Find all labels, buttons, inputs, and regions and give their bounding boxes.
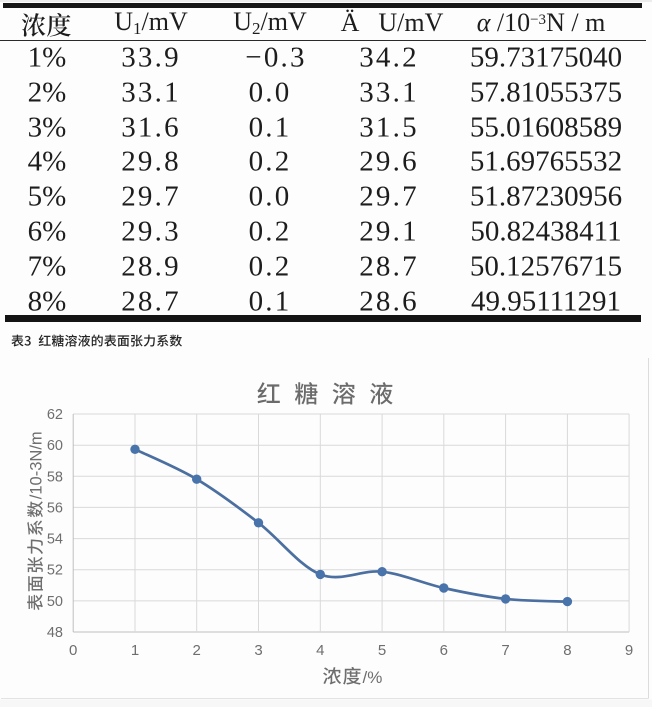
svg-text:8: 8 [563, 642, 571, 659]
svg-text:0: 0 [69, 642, 77, 659]
svg-text:2: 2 [193, 642, 201, 659]
svg-text:58: 58 [47, 469, 63, 485]
svg-text:4: 4 [316, 642, 324, 659]
svg-text:50: 50 [47, 594, 63, 610]
svg-text:3: 3 [254, 642, 262, 659]
svg-text:52: 52 [47, 563, 63, 579]
svg-text:9: 9 [625, 642, 633, 659]
svg-text:5: 5 [378, 642, 386, 659]
svg-text:/10-3N/m: /10-3N/m [28, 431, 46, 499]
svg-text:1: 1 [131, 642, 139, 659]
svg-text:/%: /% [363, 668, 383, 687]
svg-text:48: 48 [47, 625, 63, 641]
svg-text:7: 7 [501, 642, 509, 659]
svg-text:56: 56 [47, 500, 63, 516]
svg-text:62: 62 [47, 407, 63, 423]
svg-text:60: 60 [47, 438, 63, 454]
svg-text:6: 6 [440, 642, 448, 659]
svg-text:54: 54 [47, 532, 63, 548]
